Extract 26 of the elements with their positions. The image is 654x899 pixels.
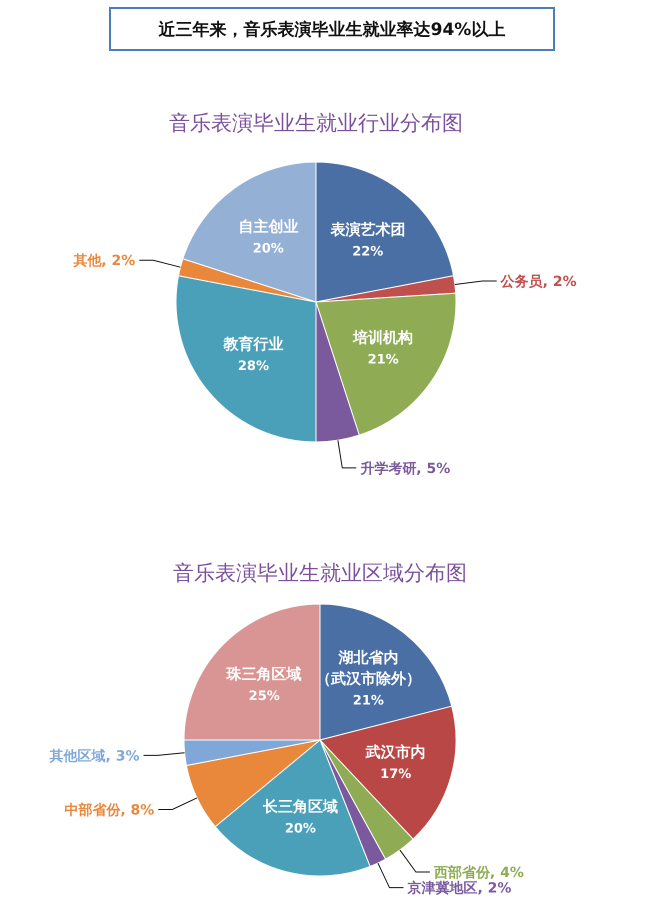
slice-label: 表演艺术团 <box>329 220 406 238</box>
data-label: 20% <box>252 241 284 256</box>
data-label: 21% <box>352 694 384 709</box>
slice-label: 京津冀地区, 2% <box>406 880 512 897</box>
slice-label: 湖北省内（武汉市除外） <box>316 648 421 688</box>
data-label: 20% <box>284 821 316 836</box>
slice-label: 珠三角区域 <box>226 665 302 684</box>
data-label: 25% <box>248 689 280 704</box>
slice-label: 升学考研, 5% <box>359 460 450 477</box>
slice-label: 西部省份, 4% <box>432 864 524 882</box>
data-label: 28% <box>238 358 269 374</box>
slice-label: 其他, 2% <box>72 253 136 270</box>
slice-label: 培训机构 <box>352 328 414 347</box>
data-label: 21% <box>368 352 399 368</box>
data-label: 17% <box>380 767 412 782</box>
slice-label: 教育行业 <box>222 334 284 353</box>
chart-title: 音乐表演毕业生就业行业分布图 <box>169 111 463 135</box>
chart-title: 音乐表演毕业生就业区域分布图 <box>173 561 467 585</box>
slice-label: 武汉市内 <box>364 743 426 762</box>
slice-label: 自主创业 <box>238 217 298 236</box>
data-label: 22% <box>352 244 384 260</box>
slice-label: 其他区域, 3% <box>48 748 140 764</box>
text: 近三年来，音乐表演毕业生就业率达94%以上 <box>158 20 506 40</box>
slice-label: 公务员, 2% <box>500 274 577 290</box>
slice-label: 长三角区域 <box>262 797 338 816</box>
slice-label: 中部省份, 8% <box>64 801 154 818</box>
